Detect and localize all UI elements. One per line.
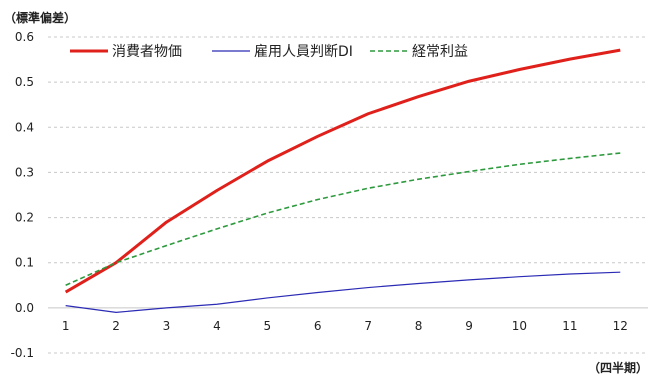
x-unit-label: （四半期） (588, 360, 648, 375)
x-tick-label: 8 (415, 319, 423, 333)
x-tick-label: 4 (213, 319, 221, 333)
legend-label: 経常利益 (412, 44, 468, 60)
y-tick-label: -0.1 (11, 346, 34, 360)
legend-label: 雇用人員判断DI (254, 43, 353, 60)
series-line (64, 48, 621, 294)
y-tick-label: 0.2 (15, 211, 34, 225)
series-lines (64, 48, 621, 313)
x-tick-label: 9 (465, 319, 473, 333)
x-tick-label: 2 (112, 319, 120, 333)
x-tick-label: 1 (62, 319, 70, 333)
y-tick-label: 0.0 (15, 301, 34, 315)
y-tick-label: 0.4 (15, 120, 34, 134)
y-tick-label: 0.1 (15, 256, 34, 270)
x-tick-label: 11 (562, 319, 577, 333)
x-tick-label: 7 (364, 319, 372, 333)
x-tick-label: 10 (512, 319, 527, 333)
x-tick-label: 3 (163, 319, 171, 333)
x-tick-label: 6 (314, 319, 322, 333)
y-tick-label: 0.6 (15, 30, 34, 44)
series-line (65, 271, 621, 313)
y-unit-label: （標準偏差） (4, 10, 76, 25)
legend-label: 消費者物価 (112, 44, 182, 60)
x-tick-label: 5 (264, 319, 272, 333)
y-tick-label: 0.5 (15, 75, 34, 89)
y-tick-labels: -0.1 0.0 0.1 0.2 0.3 0.4 0.5 0.6 (11, 30, 34, 360)
legend: 消費者物価 雇用人員判断DI 経常利益 (70, 43, 468, 60)
grid-lines (48, 36, 648, 354)
x-tick-labels: 1 2 3 4 5 6 7 8 9 10 11 12 (62, 319, 628, 333)
x-tick-label: 12 (613, 319, 628, 333)
series-line (65, 152, 621, 287)
y-tick-label: 0.3 (15, 165, 34, 179)
